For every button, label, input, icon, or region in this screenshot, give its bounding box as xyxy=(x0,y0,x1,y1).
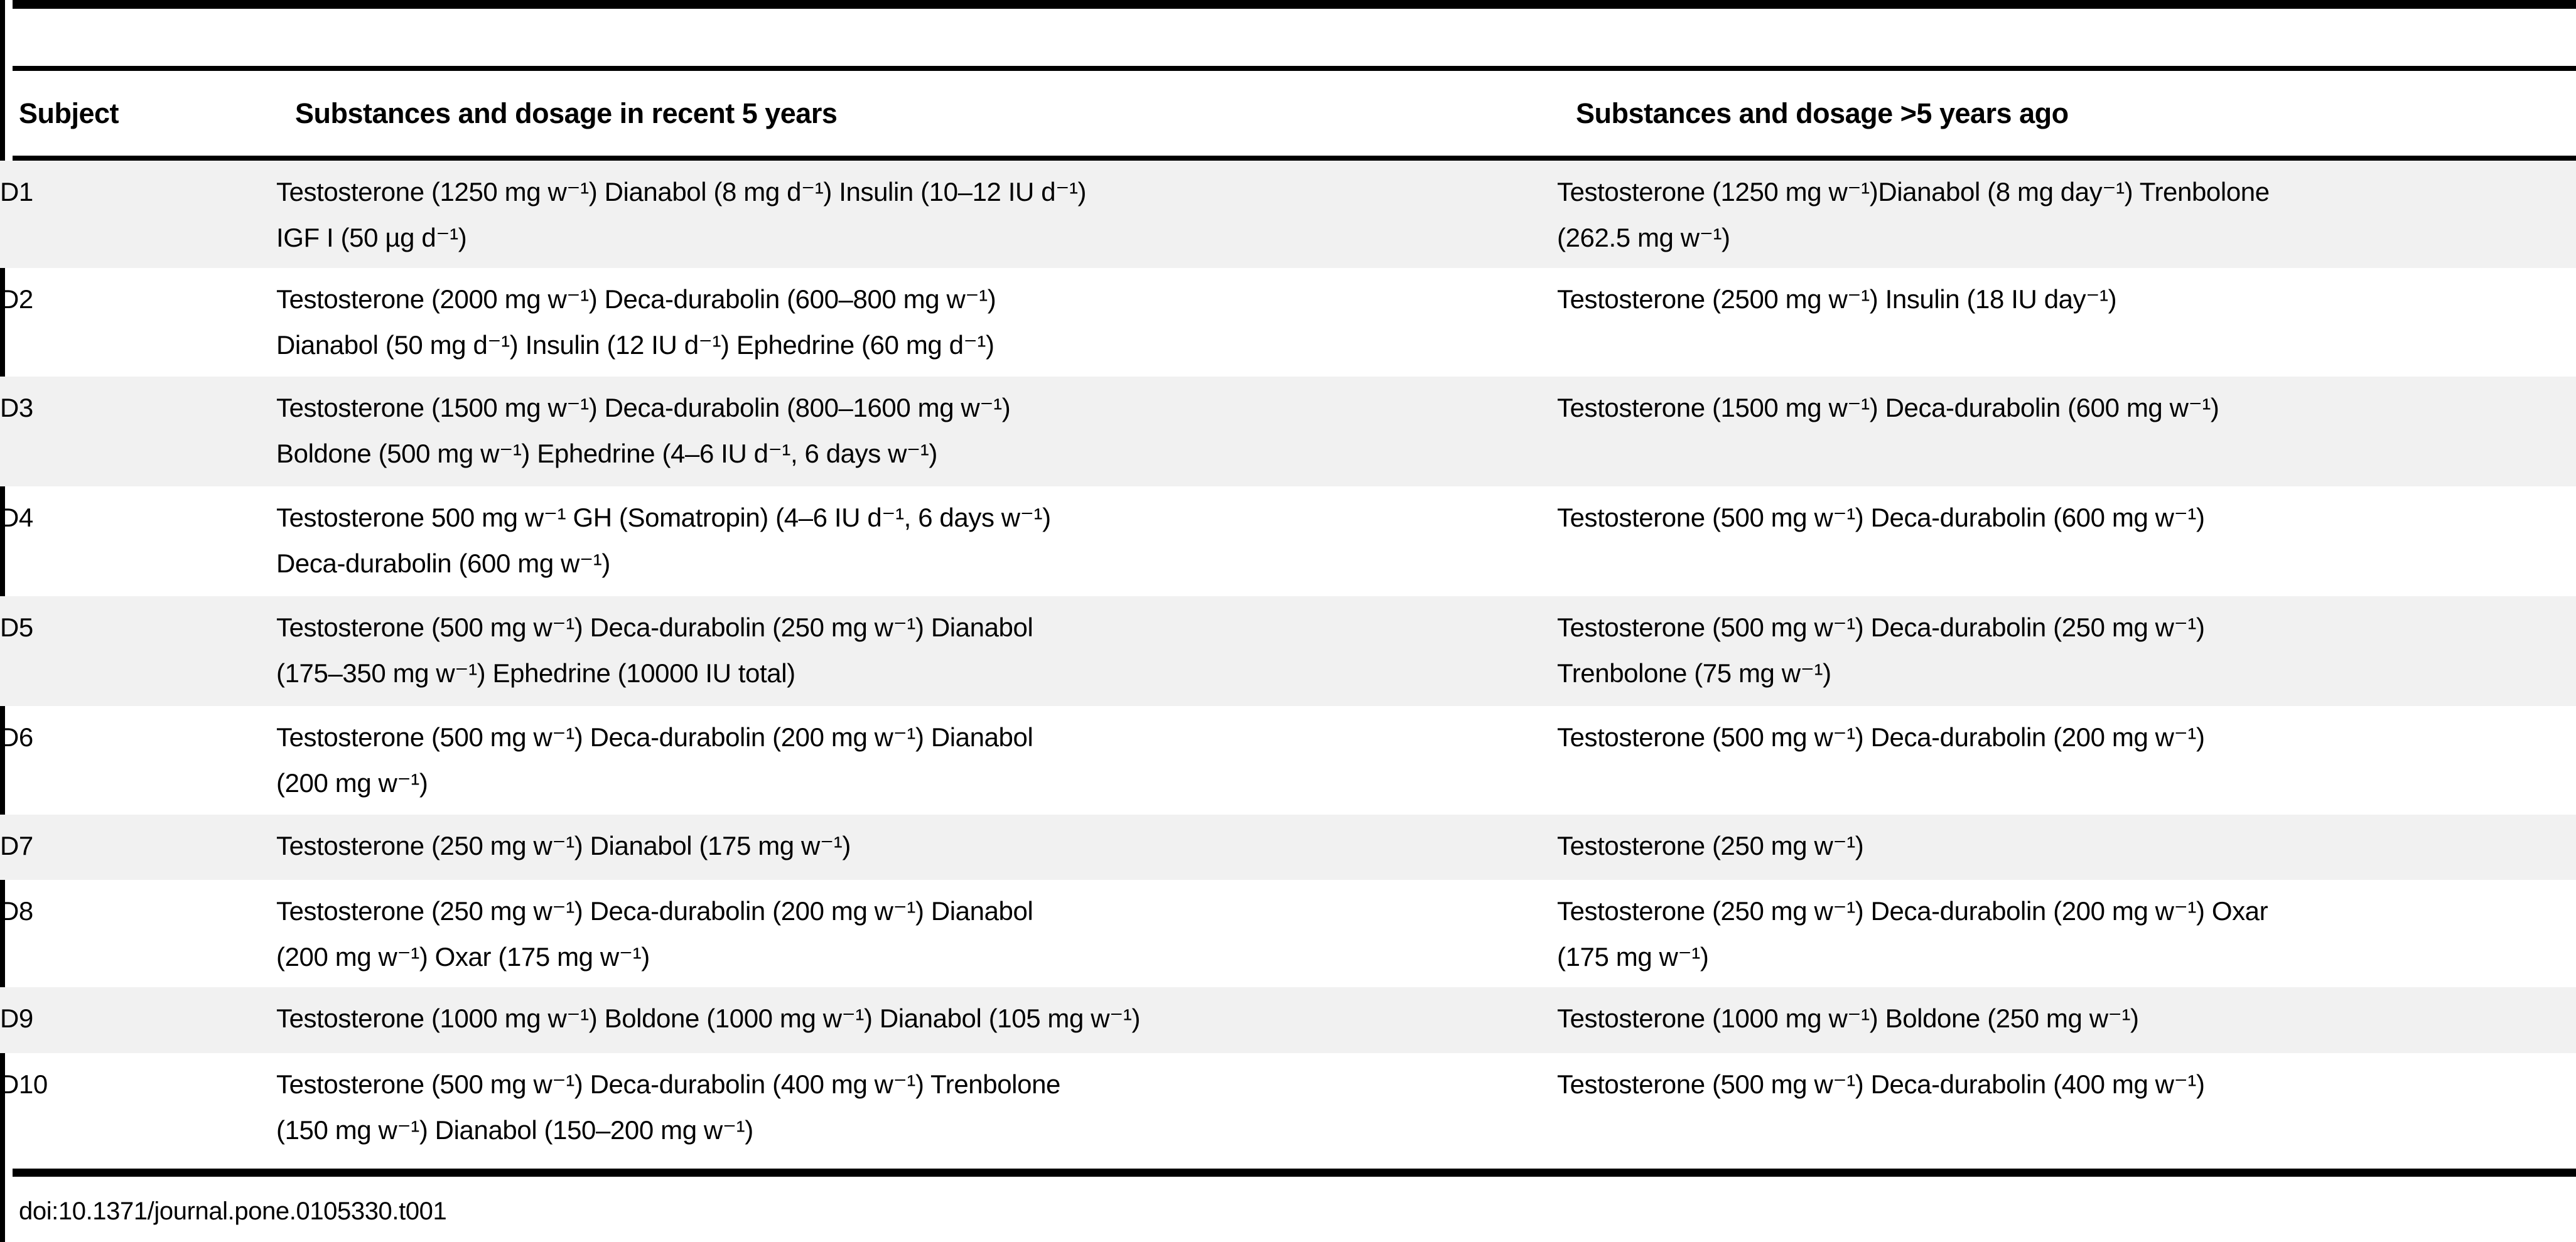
header-top-rule xyxy=(13,66,2576,71)
table-row: D1 Testosterone (1250 mg w⁻¹) Dianabol (… xyxy=(0,161,2576,268)
past-dosage-cell: Testosterone (2500 mg w⁻¹) Insulin (18 I… xyxy=(1557,284,2117,314)
subject-cell: D4 xyxy=(0,503,33,532)
subject-cell: D9 xyxy=(0,1004,33,1033)
subject-cell: D3 xyxy=(0,393,33,422)
recent-dosage-cell: Testosterone (500 mg w⁻¹) Deca-durabolin… xyxy=(276,613,1033,688)
subject-cell: D6 xyxy=(0,722,33,752)
column-header-recent-5-years: Substances and dosage in recent 5 years xyxy=(295,97,838,129)
table-row: D6 Testosterone (500 mg w⁻¹) Deca-durabo… xyxy=(0,706,2576,815)
past-dosage-cell: Testosterone (500 mg w⁻¹) Deca-durabolin… xyxy=(1557,503,2205,532)
recent-dosage-cell: Testosterone (500 mg w⁻¹) Deca-durabolin… xyxy=(276,722,1033,798)
past-dosage-cell: Testosterone (1250 mg w⁻¹)Dianabol (8 mg… xyxy=(1557,177,2270,252)
table-row: D7 Testosterone (250 mg w⁻¹) Dianabol (1… xyxy=(0,815,2576,880)
recent-dosage-cell: Testosterone (1250 mg w⁻¹) Dianabol (8 m… xyxy=(276,177,1087,252)
table-bottom-rule xyxy=(13,1169,2576,1177)
column-header-over-5-years-ago: Substances and dosage >5 years ago xyxy=(1576,97,2069,129)
past-dosage-cell: Testosterone (250 mg w⁻¹) xyxy=(1557,831,1864,860)
header-bottom-rule xyxy=(13,156,2576,161)
recent-dosage-cell: Testosterone (2000 mg w⁻¹) Deca-duraboli… xyxy=(276,284,996,360)
subject-cell: D8 xyxy=(0,896,33,926)
past-dosage-cell: Testosterone (500 mg w⁻¹) Deca-durabolin… xyxy=(1557,1069,2205,1099)
table-row: D4 Testosterone 500 mg w⁻¹ GH (Somatropi… xyxy=(0,486,2576,596)
past-dosage-cell: Testosterone (500 mg w⁻¹) Deca-durabolin… xyxy=(1557,613,2205,688)
doi-text: doi:10.1371/journal.pone.0105330.t001 xyxy=(19,1197,447,1225)
subject-cell: D7 xyxy=(0,831,33,860)
subject-cell: D10 xyxy=(0,1069,48,1099)
table-row: D10 Testosterone (500 mg w⁻¹) Deca-durab… xyxy=(0,1053,2576,1169)
table-row: D5 Testosterone (500 mg w⁻¹) Deca-durabo… xyxy=(0,596,2576,706)
subject-cell: D5 xyxy=(0,613,33,642)
past-dosage-cell: Testosterone (1000 mg w⁻¹) Boldone (250 … xyxy=(1557,1004,2139,1033)
left-edge-line xyxy=(0,0,5,1242)
table-top-rule xyxy=(13,0,2576,9)
table-row: D9 Testosterone (1000 mg w⁻¹) Boldone (1… xyxy=(0,987,2576,1053)
past-dosage-cell: Testosterone (1500 mg w⁻¹) Deca-duraboli… xyxy=(1557,393,2219,422)
recent-dosage-cell: Testosterone (250 mg w⁻¹) Deca-durabolin… xyxy=(276,896,1033,972)
recent-dosage-cell: Testosterone 500 mg w⁻¹ GH (Somatropin) … xyxy=(276,503,1051,578)
past-dosage-cell: Testosterone (500 mg w⁻¹) Deca-durabolin… xyxy=(1557,722,2205,752)
dosage-table: D1 Testosterone (1250 mg w⁻¹) Dianabol (… xyxy=(0,161,2576,1169)
table-row: D3 Testosterone (1500 mg w⁻¹) Deca-durab… xyxy=(0,377,2576,486)
recent-dosage-cell: Testosterone (500 mg w⁻¹) Deca-durabolin… xyxy=(276,1069,1060,1145)
subject-cell: D1 xyxy=(0,177,33,206)
recent-dosage-cell: Testosterone (1500 mg w⁻¹) Deca-duraboli… xyxy=(276,393,1011,468)
table-header-row: Subject Substances and dosage in recent … xyxy=(0,71,2576,156)
past-dosage-cell: Testosterone (250 mg w⁻¹) Deca-durabolin… xyxy=(1557,896,2268,972)
recent-dosage-cell: Testosterone (1000 mg w⁻¹) Boldone (1000… xyxy=(276,1004,1141,1033)
table-row: D2 Testosterone (2000 mg w⁻¹) Deca-durab… xyxy=(0,268,2576,377)
table-row: D8 Testosterone (250 mg w⁻¹) Deca-durabo… xyxy=(0,880,2576,987)
column-header-subject: Subject xyxy=(19,97,119,129)
subject-cell: D2 xyxy=(0,284,33,314)
recent-dosage-cell: Testosterone (250 mg w⁻¹) Dianabol (175 … xyxy=(276,831,851,860)
